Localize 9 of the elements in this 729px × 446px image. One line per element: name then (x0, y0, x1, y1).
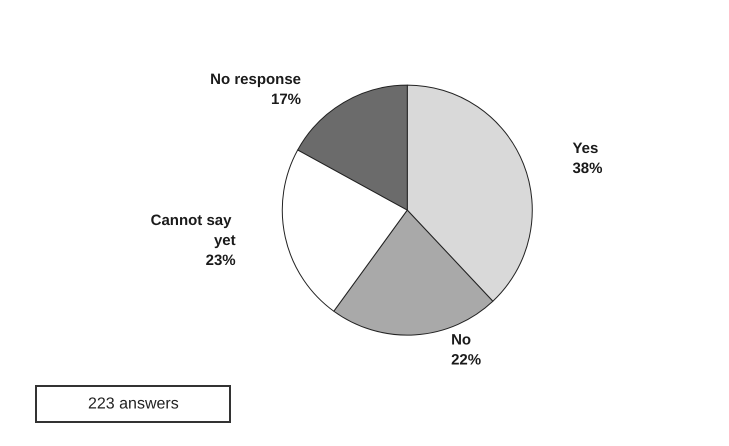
text: 223 answers (88, 396, 179, 412)
slice-label: Cannot say yet (150, 212, 236, 250)
data-label: 17% (270, 91, 302, 108)
data-label: 38% (572, 160, 602, 178)
data-label: 23% (206, 252, 236, 270)
data-label: 22% (451, 351, 482, 368)
slice-label: No response (210, 71, 302, 88)
slice-label: No (451, 331, 472, 348)
slice-label: Yes (572, 140, 598, 158)
